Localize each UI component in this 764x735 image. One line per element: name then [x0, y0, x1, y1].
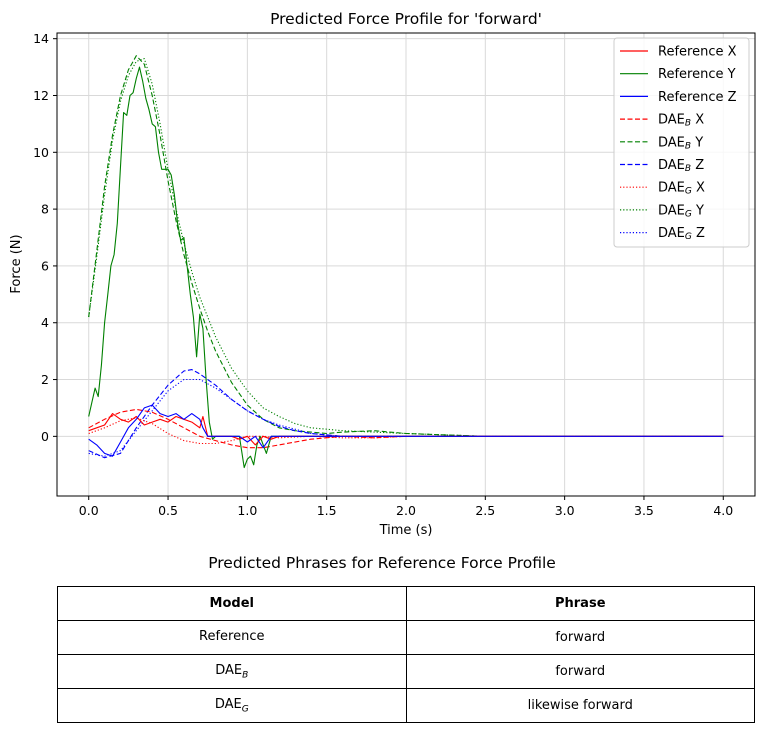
legend-label-sub: G — [685, 187, 692, 197]
y-tick-label: 12 — [33, 88, 49, 103]
legend-label-sub: B — [685, 164, 691, 174]
legend-label-sub: B — [685, 142, 691, 152]
series-line-0 — [88, 413, 724, 446]
legend-label-suffix: Z — [691, 158, 704, 173]
legend-label-sub: G — [685, 232, 692, 242]
model-name: Reference — [199, 628, 265, 644]
model-subscript: B — [242, 670, 249, 681]
model-cell: Reference — [57, 620, 407, 655]
x-tick-label: 1.0 — [237, 503, 257, 518]
legend-label-suffix: X — [691, 113, 704, 128]
y-tick-label: 10 — [33, 145, 49, 160]
table-row: DAEG likewise forward — [57, 688, 755, 723]
model-name: DAE — [214, 696, 242, 712]
header-phrase: Phrase — [405, 586, 755, 621]
phrases-table: Model Phrase Reference forward DAEB forw… — [57, 586, 755, 723]
y-tick-label: 2 — [41, 372, 49, 387]
x-tick-label: 0.0 — [79, 503, 99, 518]
chart-title: Predicted Force Profile for 'forward' — [270, 10, 542, 28]
table-row: DAEB forward — [57, 654, 755, 689]
legend-label-suffix: X — [692, 181, 705, 196]
legend-label-suffix: Z — [692, 226, 705, 241]
table-title: Predicted Phrases for Reference Force Pr… — [208, 554, 556, 572]
legend-label: DAEB Y — [658, 135, 703, 151]
legend-label-suffix: Y — [691, 135, 703, 150]
legend-label: Reference Z — [658, 90, 737, 105]
x-tick-label: 0.5 — [158, 503, 178, 518]
model-cell: DAEB — [57, 654, 407, 689]
model-name: DAE — [215, 662, 243, 678]
header-model: Model — [57, 586, 407, 621]
legend-label-base: DAE — [658, 203, 685, 218]
legend-label-base: DAE — [658, 181, 685, 196]
model-subscript: G — [241, 704, 249, 715]
legend-label: DAEG Z — [658, 226, 705, 242]
legend-label-suffix: Y — [692, 203, 704, 218]
y-tick-label: 6 — [41, 258, 49, 273]
legend-label-base: Reference X — [658, 45, 737, 60]
y-tick-label: 8 — [41, 202, 49, 217]
legend-label: DAEB X — [658, 113, 704, 129]
legend-box — [613, 37, 750, 248]
legend-label-base: Reference Y — [658, 67, 736, 82]
legend-label-base: DAE — [658, 113, 685, 128]
y-tick-label: 0 — [41, 429, 49, 444]
legend-label: Reference Y — [658, 67, 736, 82]
legend-label-base: DAE — [658, 158, 685, 173]
table-row: Reference forward — [57, 620, 755, 655]
x-tick-label: 4.0 — [713, 503, 733, 518]
series-line-2 — [88, 404, 724, 457]
series-line-1 — [88, 66, 724, 469]
legend-label: DAEG Y — [658, 203, 704, 219]
y-tick-label: 4 — [41, 315, 49, 330]
x-tick-label: 2.0 — [396, 503, 416, 518]
legend-label: Reference X — [658, 45, 737, 60]
series-layer — [88, 55, 724, 469]
phrase-cell: forward — [405, 620, 755, 655]
legend-label-base: Reference Z — [658, 90, 737, 105]
x-tick-label: 1.5 — [317, 503, 337, 518]
phrase-cell: likewise forward — [405, 688, 755, 723]
phrase-cell: forward — [405, 654, 755, 689]
x-tick-label: 3.5 — [634, 503, 654, 518]
x-axis-title: Time (s) — [379, 523, 433, 538]
series-line-3 — [88, 408, 724, 449]
x-tick-label: 2.5 — [475, 503, 495, 518]
y-axis-title: Force (N) — [9, 234, 24, 293]
axis-ticks: 0.0 0.5 1.0 1.5 2.0 2.5 3.0 3.5 4.0 0 2 4 6 8 10 12 14 — [33, 31, 733, 518]
legend-label-base: DAE — [658, 226, 685, 241]
series-line-4 — [88, 55, 724, 437]
force-chart: Predicted Force Profile for 'forward' 0.… — [9, 10, 756, 538]
y-tick-label: 14 — [33, 31, 49, 46]
legend-label: DAEB Z — [658, 158, 704, 174]
model-cell: DAEG — [57, 688, 407, 723]
legend-label-sub: B — [685, 119, 691, 129]
x-tick-label: 3.0 — [555, 503, 575, 518]
table-header-row: Model Phrase — [57, 586, 755, 621]
series-line-7 — [88, 58, 724, 437]
legend-label-sub: G — [685, 210, 692, 220]
legend-label: DAEG X — [658, 181, 705, 197]
legend-label-base: DAE — [658, 135, 685, 150]
